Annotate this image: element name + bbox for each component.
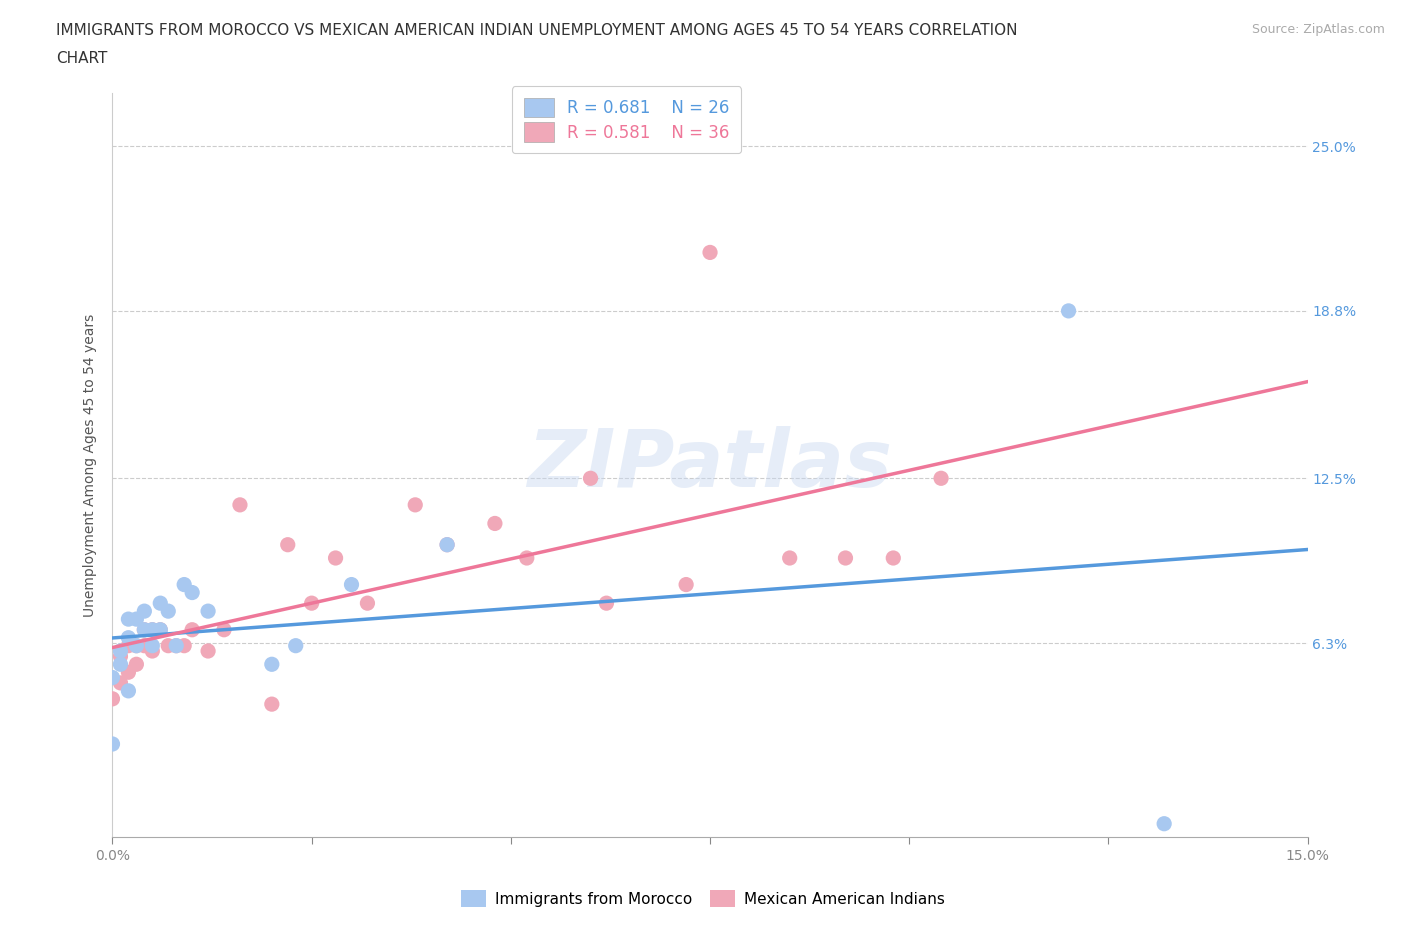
Point	[165, 638, 187, 653]
Point	[929, 471, 952, 485]
Point	[157, 604, 180, 618]
Point	[117, 665, 139, 680]
Point	[110, 644, 132, 658]
Point	[436, 538, 458, 552]
Point	[141, 638, 163, 653]
Text: ZIPatlas: ZIPatlas	[527, 426, 893, 504]
Point	[101, 671, 124, 685]
Point	[149, 622, 172, 637]
Point	[149, 622, 172, 637]
Point	[110, 657, 132, 671]
Point	[173, 578, 195, 592]
Point	[117, 612, 139, 627]
Point	[149, 596, 172, 611]
Point	[197, 604, 219, 618]
Point	[675, 578, 697, 592]
Point	[301, 596, 323, 611]
Point	[134, 622, 156, 637]
Text: CHART: CHART	[56, 51, 108, 66]
Point	[229, 498, 252, 512]
Point	[110, 675, 132, 690]
Point	[1057, 303, 1080, 318]
Point	[117, 631, 139, 645]
Point	[340, 578, 363, 592]
Point	[484, 516, 506, 531]
Point	[284, 638, 307, 653]
Point	[595, 596, 617, 611]
Point	[157, 638, 180, 653]
Point	[260, 657, 283, 671]
Text: Source: ZipAtlas.com: Source: ZipAtlas.com	[1251, 23, 1385, 36]
Point	[516, 551, 538, 565]
Point	[141, 622, 163, 637]
Text: IMMIGRANTS FROM MOROCCO VS MEXICAN AMERICAN INDIAN UNEMPLOYMENT AMONG AGES 45 TO: IMMIGRANTS FROM MOROCCO VS MEXICAN AMERI…	[56, 23, 1018, 38]
Point	[882, 551, 904, 565]
Point	[101, 737, 124, 751]
Point	[197, 644, 219, 658]
Point	[173, 638, 195, 653]
Point	[110, 649, 132, 664]
Point	[181, 622, 204, 637]
Legend: R = 0.681    N = 26, R = 0.581    N = 36: R = 0.681 N = 26, R = 0.581 N = 36	[512, 86, 741, 153]
Point	[134, 622, 156, 637]
Point	[699, 245, 721, 259]
Point	[125, 657, 148, 671]
Point	[277, 538, 299, 552]
Point	[260, 697, 283, 711]
Point	[165, 638, 187, 653]
Point	[356, 596, 378, 611]
Legend: Immigrants from Morocco, Mexican American Indians: Immigrants from Morocco, Mexican America…	[456, 884, 950, 913]
Point	[436, 538, 458, 552]
Point	[1153, 817, 1175, 831]
Point	[779, 551, 801, 565]
Point	[125, 612, 148, 627]
Point	[125, 638, 148, 653]
Point	[181, 585, 204, 600]
Point	[134, 638, 156, 653]
Point	[117, 638, 139, 653]
Point	[404, 498, 426, 512]
Point	[834, 551, 856, 565]
Point	[101, 691, 124, 706]
Point	[141, 622, 163, 637]
Point	[134, 604, 156, 618]
Point	[125, 638, 148, 653]
Y-axis label: Unemployment Among Ages 45 to 54 years: Unemployment Among Ages 45 to 54 years	[83, 313, 97, 617]
Point	[579, 471, 602, 485]
Point	[325, 551, 347, 565]
Point	[117, 684, 139, 698]
Point	[212, 622, 235, 637]
Point	[141, 644, 163, 658]
